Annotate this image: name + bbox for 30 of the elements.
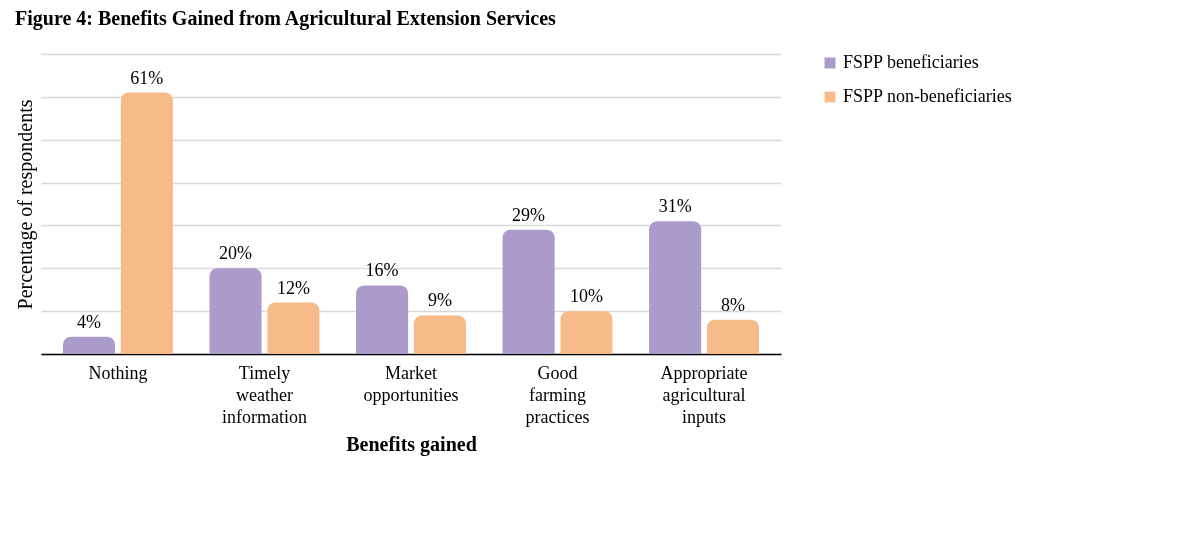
bar bbox=[649, 221, 702, 354]
legend-label: FSPP non-beneficiaries bbox=[843, 86, 1012, 106]
chart-title: Figure 4: Benefits Gained from Agricultural Extension Services bbox=[15, 7, 557, 30]
x-tick-label: Good farming practices bbox=[525, 362, 590, 427]
bar bbox=[560, 311, 613, 354]
x-axis-title: Benefits gained bbox=[346, 432, 477, 456]
bar bbox=[267, 302, 320, 354]
x-tick-label: Nothing bbox=[88, 362, 148, 383]
data-label: 4% bbox=[77, 311, 102, 332]
data-label: 61% bbox=[130, 67, 164, 88]
data-label: 31% bbox=[658, 196, 692, 217]
data-label: 16% bbox=[365, 260, 399, 281]
x-tick-label: Timely weather information bbox=[221, 362, 307, 427]
bar bbox=[62, 336, 116, 354]
x-tick-label: Market opportunities bbox=[363, 362, 459, 405]
data-label: 20% bbox=[219, 243, 253, 264]
bar bbox=[413, 315, 466, 354]
bar bbox=[356, 285, 409, 354]
legend-label: FSPP beneficiaries bbox=[843, 52, 979, 72]
bar bbox=[706, 319, 760, 354]
bar bbox=[502, 229, 555, 354]
data-label: 9% bbox=[427, 290, 452, 311]
bar bbox=[209, 268, 262, 354]
data-label: 29% bbox=[512, 204, 546, 225]
x-tick-label: Appropriate agricultural inputs bbox=[660, 362, 748, 427]
y-axis-title: Percentage of respondents bbox=[13, 99, 37, 310]
bar bbox=[120, 92, 173, 354]
data-label: 8% bbox=[720, 294, 745, 315]
data-label: 12% bbox=[276, 277, 310, 298]
data-label: 10% bbox=[569, 286, 603, 307]
